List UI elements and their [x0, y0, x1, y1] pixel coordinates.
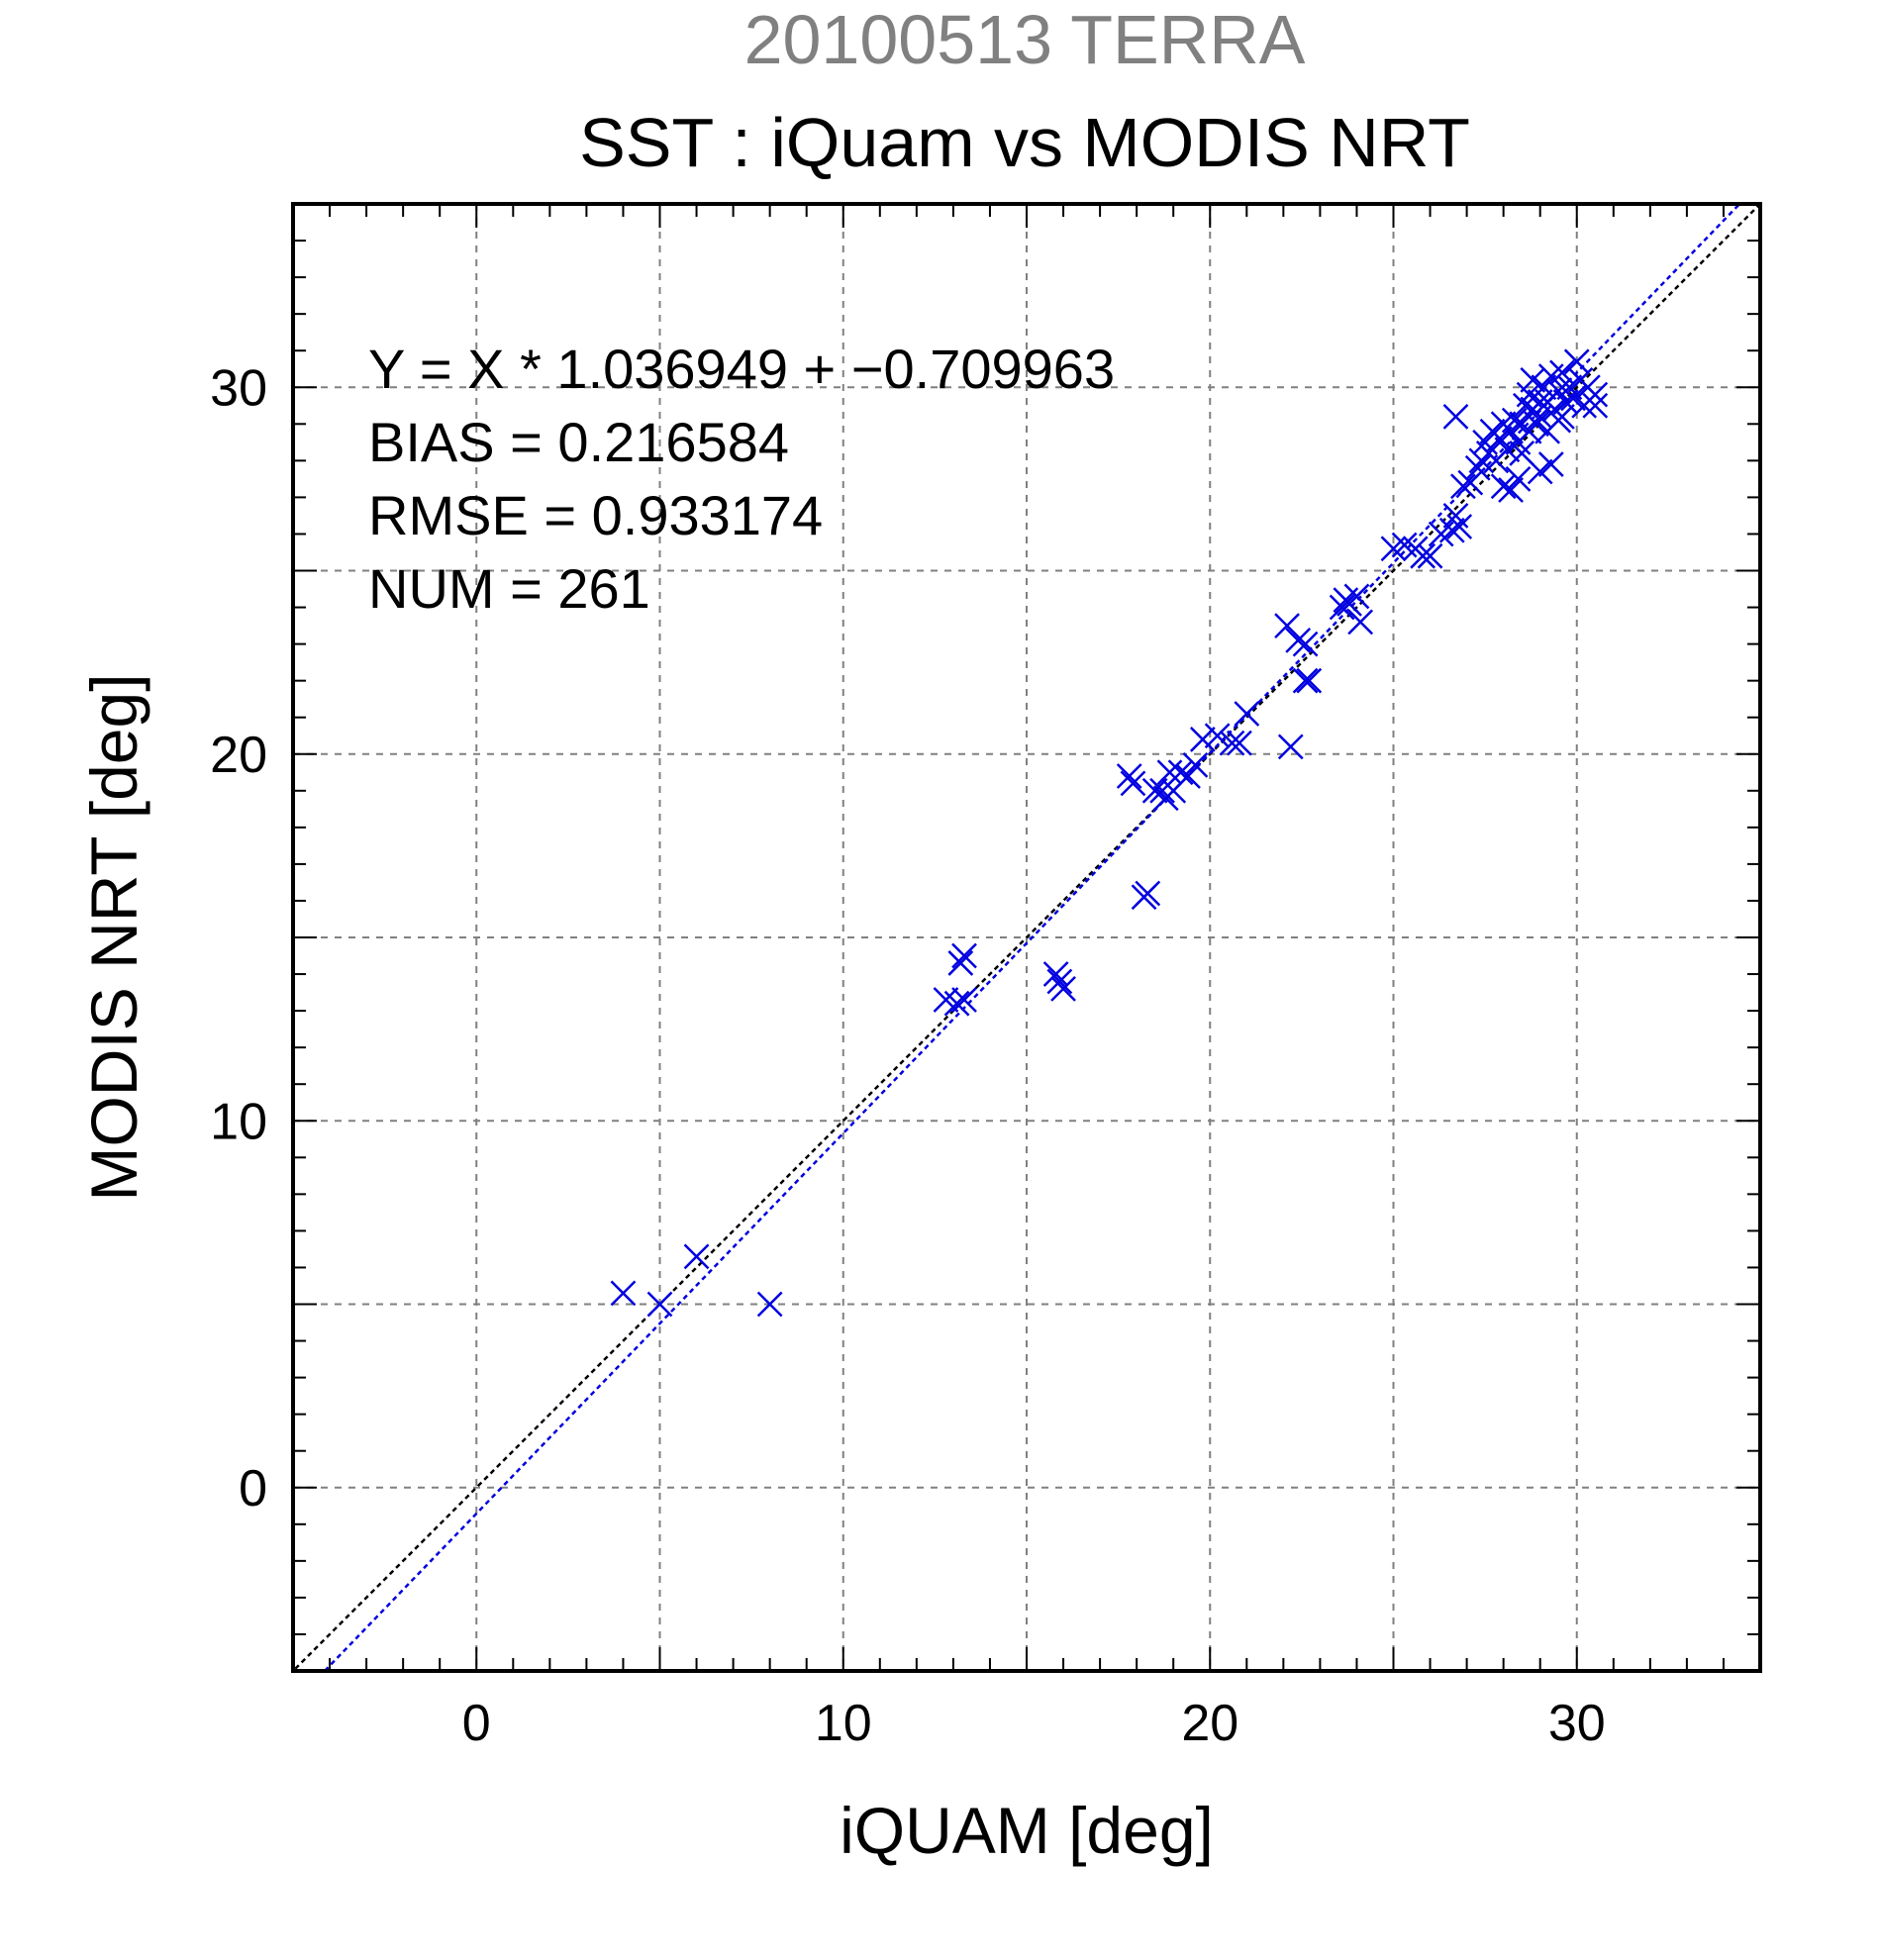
data-point [1227, 730, 1252, 756]
data-point [1120, 770, 1146, 797]
data-point [610, 1280, 637, 1307]
data-point [1464, 454, 1491, 481]
data-point [1549, 404, 1575, 430]
chart-supertitle: 20100513 TERRA [744, 1, 1306, 78]
data-point [1560, 385, 1586, 412]
y-tick-labels: 0 10 20 30 [210, 359, 267, 1518]
data-point [1498, 477, 1524, 503]
data-point [1050, 975, 1076, 1002]
data-point [1446, 514, 1473, 539]
data-point [1175, 763, 1201, 789]
y-tick-label: 0 [239, 1460, 267, 1518]
data-point [1531, 374, 1557, 401]
grid [293, 204, 1760, 1671]
data-point [1563, 348, 1590, 375]
data-point [1219, 730, 1245, 756]
data-point [943, 990, 970, 1017]
data-point [1167, 759, 1194, 786]
x-axis-label: iQUAM [deg] [840, 1794, 1214, 1867]
data-point [1042, 961, 1069, 987]
fit-equation: Y = X * 1.036949 + −0.709963 [368, 338, 1115, 400]
data-point [1549, 359, 1575, 386]
data-point [947, 950, 974, 976]
x-tick-label: 0 [462, 1695, 491, 1752]
data-point [1292, 667, 1319, 694]
data-point [1204, 723, 1231, 749]
data-point [1442, 404, 1469, 430]
data-point [1141, 777, 1168, 804]
data-point [1343, 583, 1370, 610]
data-point [951, 987, 977, 1013]
data-point [1285, 628, 1312, 653]
data-point [1189, 727, 1216, 752]
data-point [756, 1291, 783, 1318]
data-point [1410, 542, 1436, 569]
data-point [951, 942, 977, 969]
data-point [1450, 473, 1476, 500]
y-tick-label: 30 [210, 359, 267, 417]
data-point [1182, 751, 1209, 778]
minor-ticks [293, 204, 1760, 1671]
data-point [683, 1243, 710, 1270]
data-point [1505, 465, 1532, 492]
x-tick-label: 20 [1181, 1695, 1238, 1752]
rmse-value: RMSE = 0.933174 [368, 484, 823, 546]
sample-count: NUM = 261 [368, 557, 650, 620]
data-point [1277, 734, 1304, 760]
data-point [1516, 381, 1542, 408]
data-point [1046, 968, 1073, 995]
data-point [1156, 759, 1183, 786]
data-point [1490, 473, 1517, 500]
data-point [1329, 594, 1355, 621]
data-point [1292, 631, 1319, 657]
data-point [1582, 381, 1609, 408]
data-point [1116, 763, 1142, 789]
data-point [1234, 701, 1260, 727]
data-point [1347, 609, 1374, 636]
data-point [1527, 458, 1553, 485]
plot-frame [291, 202, 1762, 1673]
data-point [646, 1291, 673, 1318]
x-tick-label: 30 [1548, 1695, 1606, 1752]
data-points [610, 348, 1609, 1318]
data-point [1135, 880, 1161, 907]
x-tick-label: 10 [815, 1695, 872, 1752]
y-tick-label: 10 [210, 1093, 267, 1150]
stats-box: Y = X * 1.036949 + −0.709963 BIAS = 0.21… [368, 338, 1115, 620]
data-point [1501, 407, 1528, 434]
data-point [1524, 411, 1549, 438]
data-point [1296, 667, 1323, 694]
chart-title: SST : iQuam vs MODIS NRT [579, 104, 1470, 181]
data-point [1582, 392, 1609, 419]
data-point [1520, 396, 1546, 423]
y-axis-label: MODIS NRT [deg] [77, 673, 150, 1201]
bias-value: BIAS = 0.216584 [368, 411, 789, 473]
data-point [1417, 542, 1443, 569]
y-tick-label: 20 [210, 727, 267, 784]
x-tick-labels: 0 10 20 30 [462, 1695, 1606, 1752]
data-point [1457, 469, 1484, 496]
data-point [1438, 517, 1465, 543]
data-point [1537, 451, 1564, 477]
